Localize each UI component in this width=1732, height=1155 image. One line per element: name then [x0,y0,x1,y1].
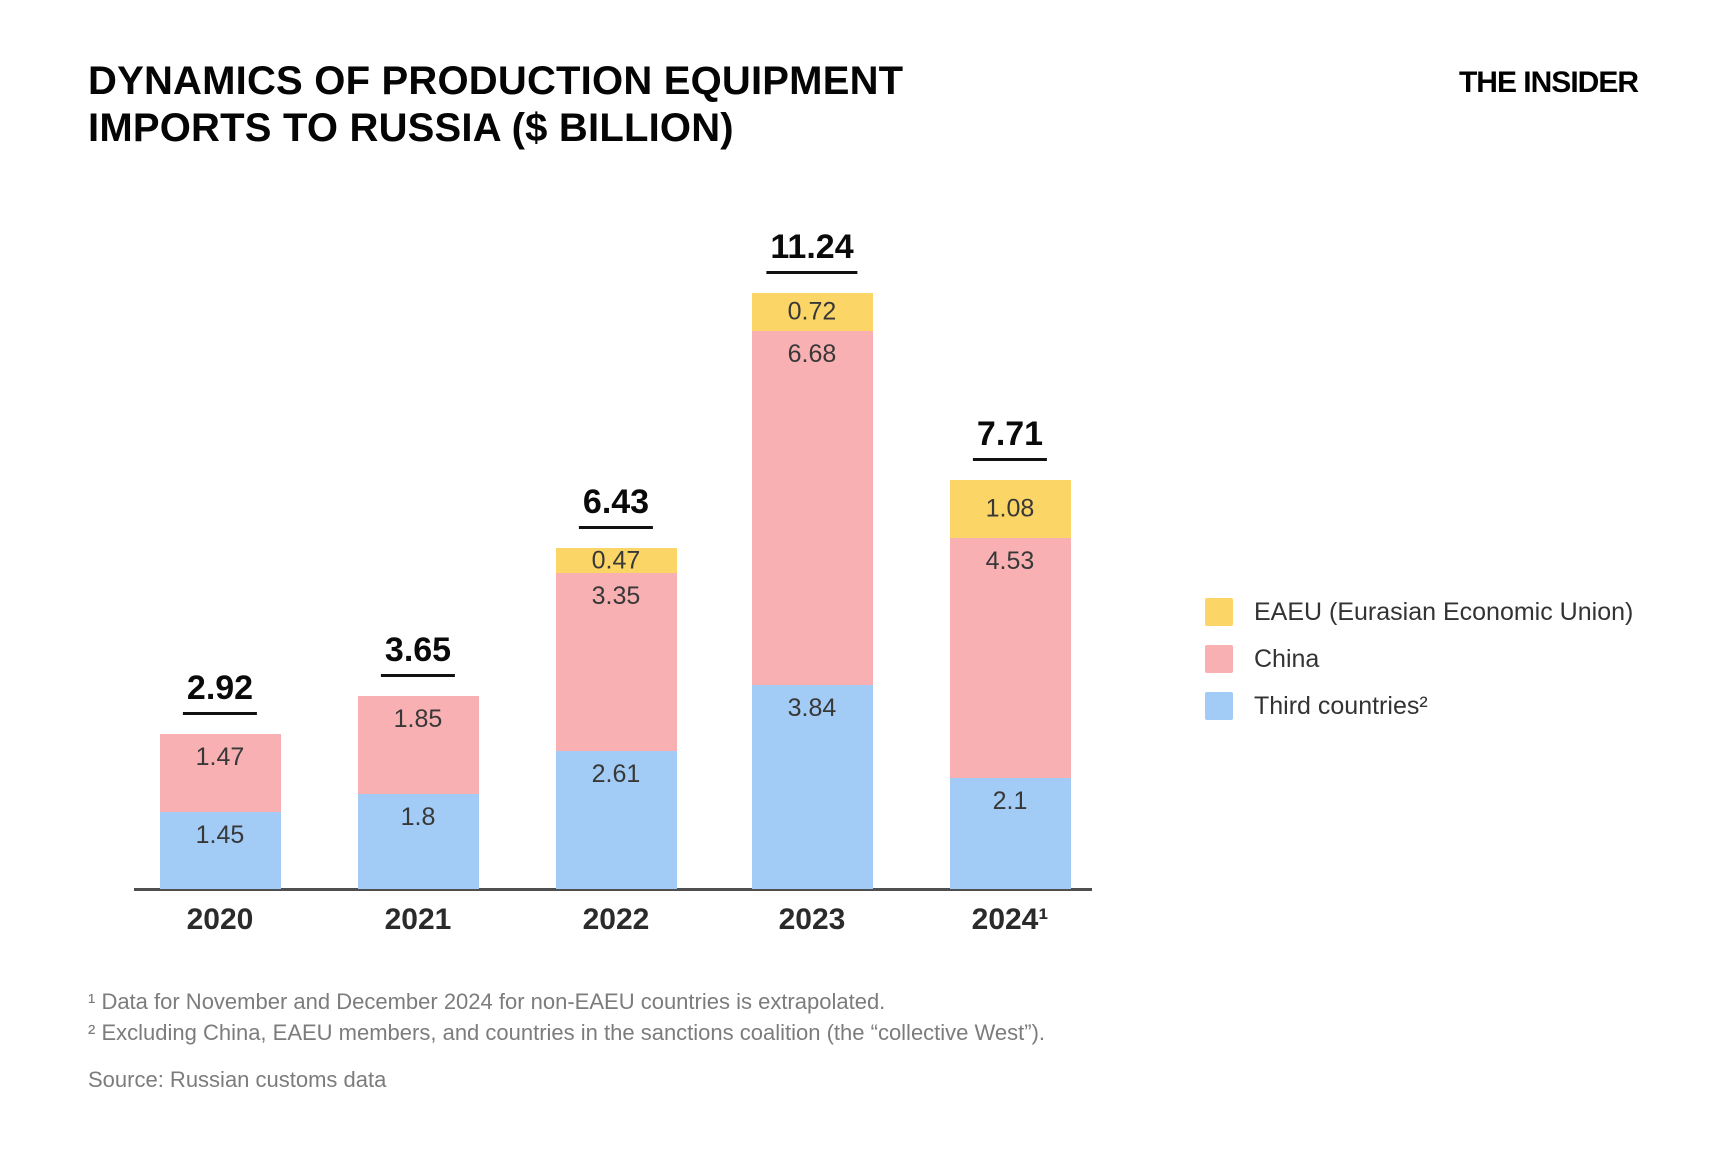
bar-segment-china: 3.35 [555,573,677,751]
x-axis-label: 2022 [582,903,650,936]
total-label: 2.92 [182,671,258,716]
footnote-2: ² Excluding China, EAEU members, and cou… [88,1020,1046,1045]
bar-segment-third-countries: 1.45 [159,812,281,889]
bar-2023: 0.72 6.68 3.84 [751,293,873,889]
total-label: 3.65 [380,633,456,677]
bar-2024: 1.08 4.53 2.1 [949,480,1071,889]
legend: EAEU (Eurasian Economic Union) China Third… [1205,598,1633,720]
total-label: 7.71 [972,417,1048,462]
x-axis-label: 2024¹ [971,903,1049,936]
legend-swatch-icon [1205,692,1233,720]
footnote-1: ¹ Data for November and December 2024 fo… [88,989,886,1014]
bar-segment-third-countries: 2.1 [949,777,1071,889]
segment-value-label: 1.08 [985,494,1035,523]
legend-label: China [1254,645,1320,673]
legend-item-third-countries: Third countries² [1205,692,1633,720]
segment-value-label: 3.84 [787,694,837,723]
segment-value-label: 6.68 [787,340,837,369]
bar-2022: 0.47 3.35 2.61 [555,546,677,889]
segment-value-label: 1.85 [393,704,443,733]
legend-item-eaeu-eurasian-economic-union: EAEU (Eurasian Economic Union) [1205,598,1633,626]
legend-swatch-icon [1205,645,1233,673]
bar-segment-third-countries: 1.8 [357,793,479,889]
bar-segment-third-countries: 3.84 [751,685,873,889]
bar-2021: 1.85 1.8 [357,695,479,889]
bar-segment-eaeu-eurasian-economic-union: 0.47 [555,546,677,575]
segment-value-label: 2.1 [992,786,1028,815]
x-axis-label: 2020 [186,903,254,936]
legend-swatch-icon [1205,598,1233,626]
total-label: 11.24 [766,230,858,275]
bar-segment-china: 4.53 [949,537,1071,778]
bar-segment-china: 6.68 [751,331,873,686]
bar-segment-third-countries: 2.61 [555,750,677,889]
x-axis-label: 2023 [778,903,846,936]
chart-title-line2: IMPORTS TO RUSSIA ($ BILLION) [88,106,734,150]
bar-segment-eaeu-eurasian-economic-union: 1.08 [949,480,1071,538]
legend-label: Third countries² [1254,692,1428,720]
segment-value-label: 1.45 [195,821,245,850]
x-axis-line [134,888,1092,891]
segment-value-label: 0.72 [787,297,837,326]
bar-segment-china: 1.85 [357,695,479,794]
segment-value-label: 2.61 [591,759,641,788]
segment-value-label: 4.53 [985,546,1035,575]
bar-2020: 1.47 1.45 [159,734,281,889]
segment-value-label: 3.35 [591,582,641,611]
legend-label: EAEU (Eurasian Economic Union) [1254,598,1634,626]
bar-segment-china: 1.47 [159,734,281,813]
x-axis-label: 2021 [384,903,452,936]
total-label: 6.43 [578,485,654,530]
segment-value-label: 0.47 [591,546,641,575]
chart-title: DYNAMICS OF PRODUCTION EQUIPMENT IMPORTS… [88,58,903,152]
bar-segment-eaeu-eurasian-economic-union: 0.72 [751,293,873,332]
the-insider-logo: THE INSIDER [1458,66,1639,99]
segment-value-label: 1.8 [400,802,436,831]
legend-item-china: China [1205,645,1633,673]
source-line: Source: Russian customs data [88,1067,387,1092]
chart-title-line1: DYNAMICS OF PRODUCTION EQUIPMENT [88,59,904,103]
segment-value-label: 1.47 [195,743,245,772]
footnotes: ¹ Data for November and December 2024 fo… [88,986,1045,1095]
